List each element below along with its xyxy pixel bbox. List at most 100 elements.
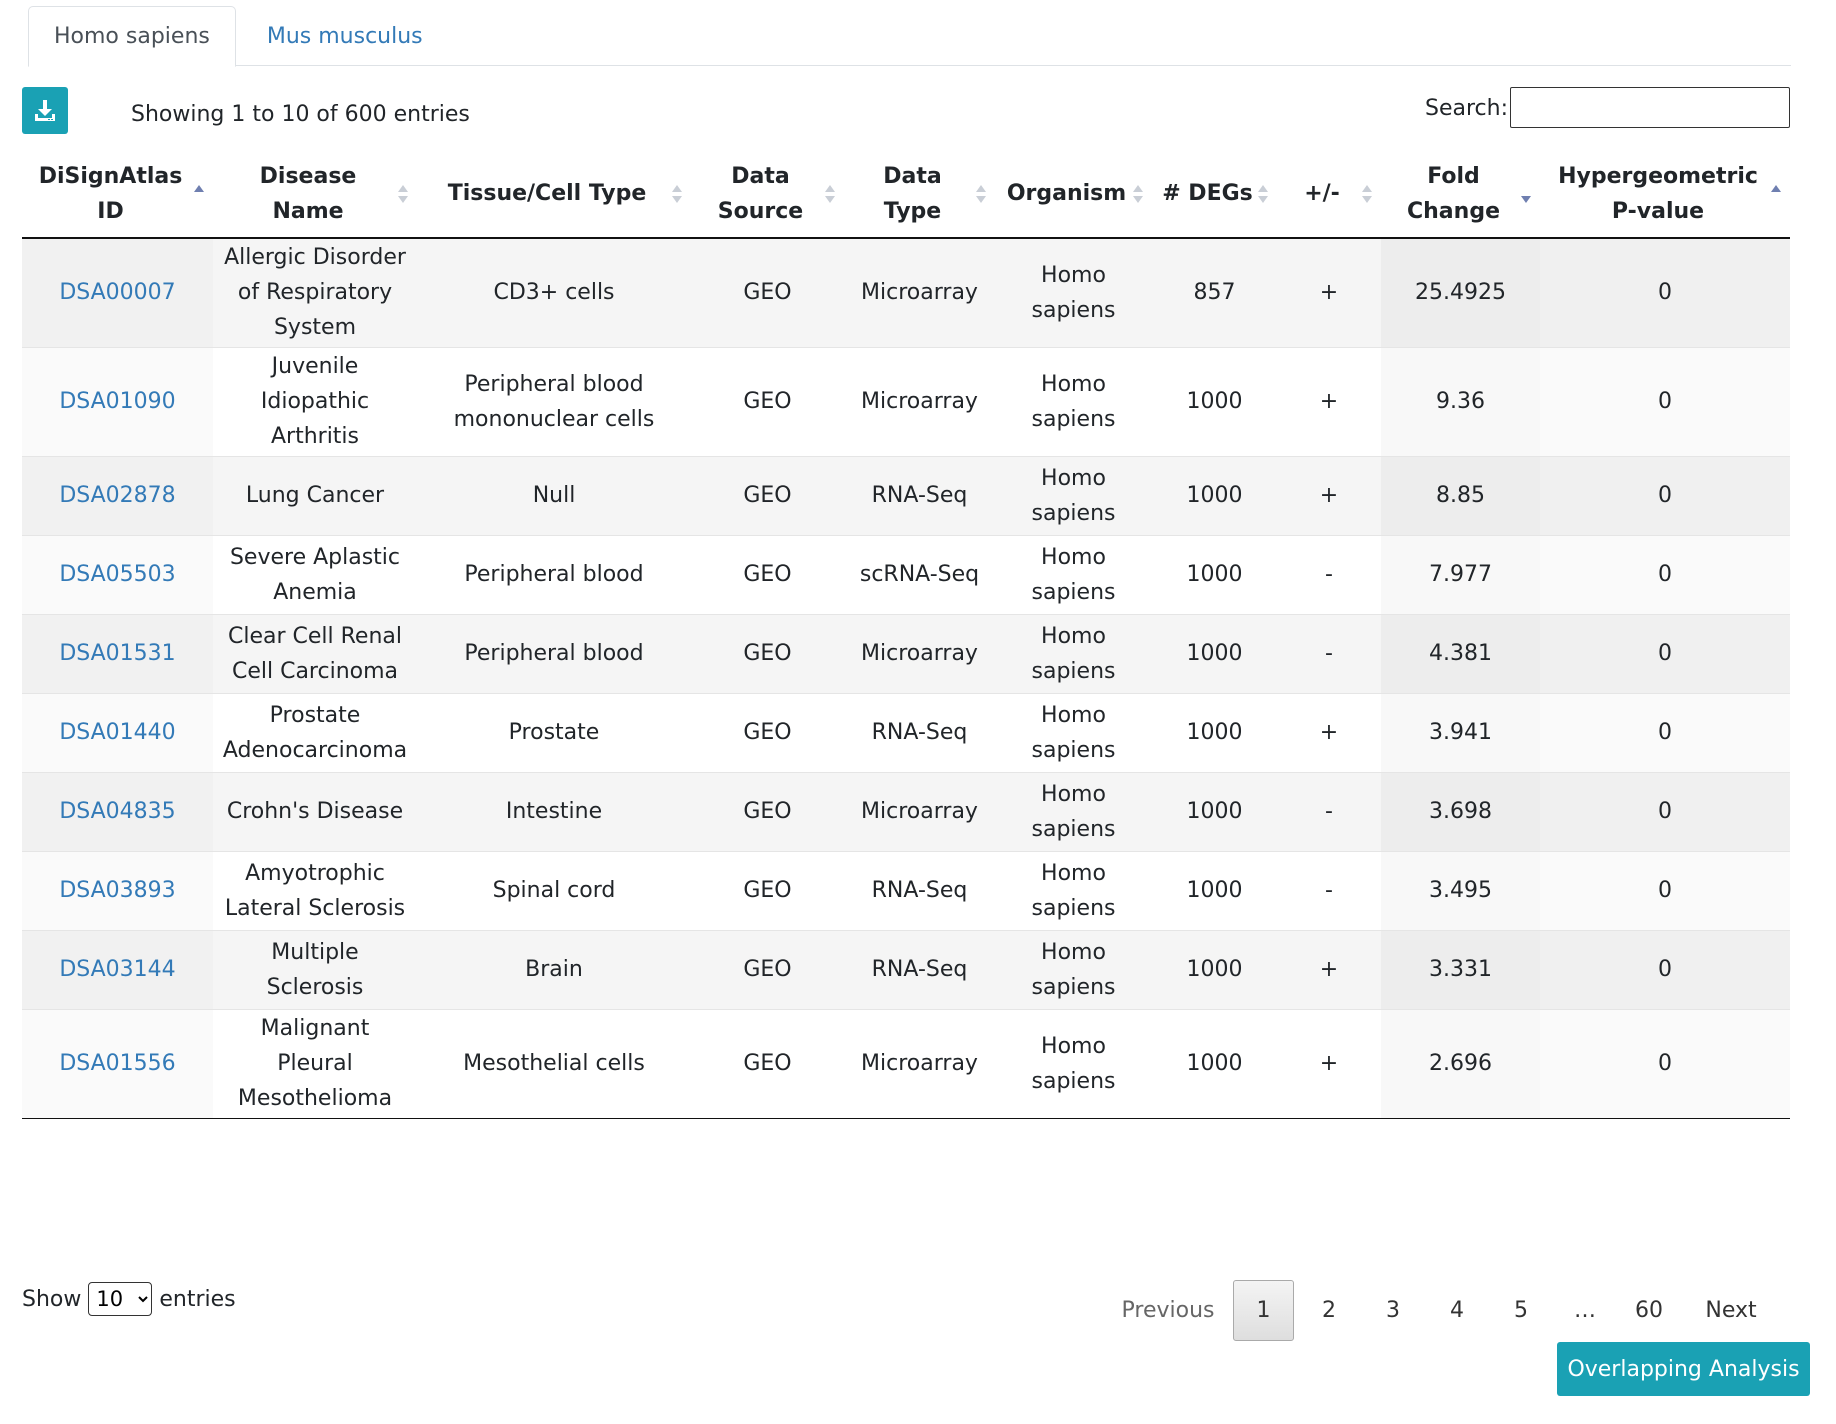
next-page-button[interactable]: Next — [1705, 1298, 1757, 1323]
dataset-id-link[interactable]: DSA01090 — [59, 389, 176, 414]
table-cell: - — [1277, 851, 1381, 931]
cell-text: Microarray — [861, 280, 978, 306]
table-row: DSA02878 Lung Cancer Null GEO RNA-Seq Homo sa… — [22, 456, 1790, 536]
column-header-3[interactable]: Data Source — [691, 150, 844, 239]
table-cell: - — [1277, 614, 1381, 694]
cell-text: Microarray — [861, 389, 978, 414]
dataset-id-link[interactable]: DSA00007 — [59, 280, 176, 306]
pagination: Previous 1 2 3 4 5 … 60 Next — [1103, 1280, 1781, 1341]
table-row: DSA00007 Allergic Disorder of Respiratory… — [22, 238, 1790, 348]
page-button-60[interactable]: 60 — [1635, 1298, 1663, 1323]
table-cell: Crohn's Disease — [213, 772, 417, 852]
table-cell: RNA-Seq — [844, 930, 995, 1010]
dataset-id-link[interactable]: DSA05503 — [59, 562, 176, 587]
dataset-id-link[interactable]: DSA02878 — [59, 483, 176, 508]
table-cell: + — [1277, 456, 1381, 536]
cell-text: 3.495 — [1429, 878, 1492, 903]
download-icon — [35, 99, 55, 121]
table-cell: scRNA-Seq — [844, 535, 995, 615]
entries-label: entries — [159, 1286, 236, 1312]
previous-page-button[interactable]: Previous — [1121, 1298, 1215, 1323]
sort-icon — [1132, 183, 1144, 205]
table-cell: + — [1277, 238, 1381, 348]
cell-text: Peripheral blood mononuclear cells — [453, 371, 655, 432]
page-length-control: Show 10 entries — [22, 1282, 236, 1316]
table-cell: Microarray — [844, 614, 995, 694]
column-header-6[interactable]: # DEGs — [1152, 150, 1277, 239]
cell-text: Homo sapiens — [1031, 939, 1116, 1000]
table-cell: Microarray — [844, 238, 995, 348]
table-cell: Spinal cord — [417, 851, 691, 931]
tab-homo-sapiens[interactable]: Homo sapiens — [28, 6, 236, 67]
table-row: DSA01090 Juvenile Idiopathic Arthritis Per… — [22, 347, 1790, 457]
table-cell: DSA02878 — [22, 456, 213, 536]
table-cell: Homo sapiens — [995, 238, 1152, 348]
cell-text: 0 — [1658, 878, 1672, 903]
download-button[interactable] — [22, 87, 68, 134]
page-length-select[interactable]: 10 — [88, 1282, 153, 1316]
cell-text: 0 — [1658, 641, 1672, 666]
table-cell: Null — [417, 456, 691, 536]
cell-text: + — [1319, 720, 1339, 745]
page-button-3[interactable]: 3 — [1386, 1298, 1400, 1323]
table-cell: DSA04835 — [22, 772, 213, 852]
column-header-7[interactable]: +/- — [1277, 150, 1381, 239]
cell-text: - — [1325, 641, 1333, 666]
table-cell: 1000 — [1152, 614, 1277, 694]
table-row: DSA01556 Malignant Pleural Mesothelioma Me… — [22, 1009, 1790, 1119]
cell-text: Homo sapiens — [1031, 623, 1116, 684]
page-button-2[interactable]: 2 — [1322, 1298, 1336, 1323]
column-header-label: Tissue/Cell Type — [447, 181, 647, 206]
column-header-4[interactable]: Data Type — [844, 150, 995, 239]
dataset-id-link[interactable]: DSA03144 — [59, 957, 176, 982]
cell-text: - — [1325, 878, 1333, 903]
cell-text: Prostate Adenocarcinoma — [222, 702, 408, 763]
search-input[interactable] — [1510, 87, 1790, 128]
table-cell: Homo sapiens — [995, 930, 1152, 1010]
column-header-8[interactable]: Fold Change — [1381, 150, 1540, 239]
page-button-1[interactable]: 1 — [1233, 1280, 1294, 1341]
table-cell: Allergic Disorder of Respiratory System — [213, 238, 417, 348]
table-cell: - — [1277, 535, 1381, 615]
cell-text: Peripheral blood — [464, 562, 644, 587]
dataset-id-link[interactable]: DSA04835 — [59, 799, 176, 824]
column-header-5[interactable]: Organism — [995, 150, 1152, 239]
table-cell: Clear Cell Renal Cell Carcinoma — [213, 614, 417, 694]
sort-icon — [193, 183, 205, 205]
table-cell: Severe Aplastic Anemia — [213, 535, 417, 615]
column-header-0[interactable]: DiSignAtlas ID — [22, 150, 213, 239]
dataset-id-link[interactable]: DSA03893 — [59, 878, 176, 903]
cell-text: 0 — [1658, 389, 1672, 414]
column-header-1[interactable]: Disease Name — [213, 150, 417, 239]
page-ellipsis: … — [1574, 1298, 1596, 1323]
dataset-id-link[interactable]: DSA01531 — [59, 641, 176, 666]
table-cell: DSA03893 — [22, 851, 213, 931]
cell-text: Spinal cord — [492, 878, 616, 903]
table-cell: GEO — [691, 693, 844, 773]
table-cell: Homo sapiens — [995, 347, 1152, 457]
cell-text: CD3+ cells — [493, 280, 615, 306]
dataset-id-link[interactable]: DSA01556 — [59, 1051, 176, 1076]
table-cell: Homo sapiens — [995, 456, 1152, 536]
cell-text: GEO — [743, 389, 792, 414]
cell-text: - — [1325, 562, 1333, 587]
dataset-id-link[interactable]: DSA01440 — [59, 720, 176, 745]
cell-text: 8.85 — [1436, 483, 1485, 508]
table-cell: GEO — [691, 456, 844, 536]
column-header-label: # DEGs — [1162, 181, 1253, 206]
table-cell: Brain — [417, 930, 691, 1010]
page-button-4[interactable]: 4 — [1450, 1298, 1464, 1323]
table-row: DSA01440 Prostate Adenocarcinoma Prostate G… — [22, 693, 1790, 773]
column-header-2[interactable]: Tissue/Cell Type — [417, 150, 691, 239]
cell-text: 1000 — [1186, 799, 1243, 824]
cell-text: GEO — [743, 562, 792, 587]
table-cell: 0 — [1540, 614, 1790, 694]
cell-text: Peripheral blood — [464, 641, 644, 666]
column-header-9[interactable]: Hypergeometric P-value — [1540, 150, 1790, 239]
table-cell: 0 — [1540, 930, 1790, 1010]
tab-mus-musculus[interactable]: Mus musculus — [266, 24, 423, 49]
cell-text: Prostate — [508, 720, 600, 745]
page-button-5[interactable]: 5 — [1514, 1298, 1528, 1323]
table-row: DSA01531 Clear Cell Renal Cell Carcinoma P… — [22, 614, 1790, 694]
overlapping-analysis-button[interactable]: Overlapping Analysis — [1557, 1342, 1810, 1396]
